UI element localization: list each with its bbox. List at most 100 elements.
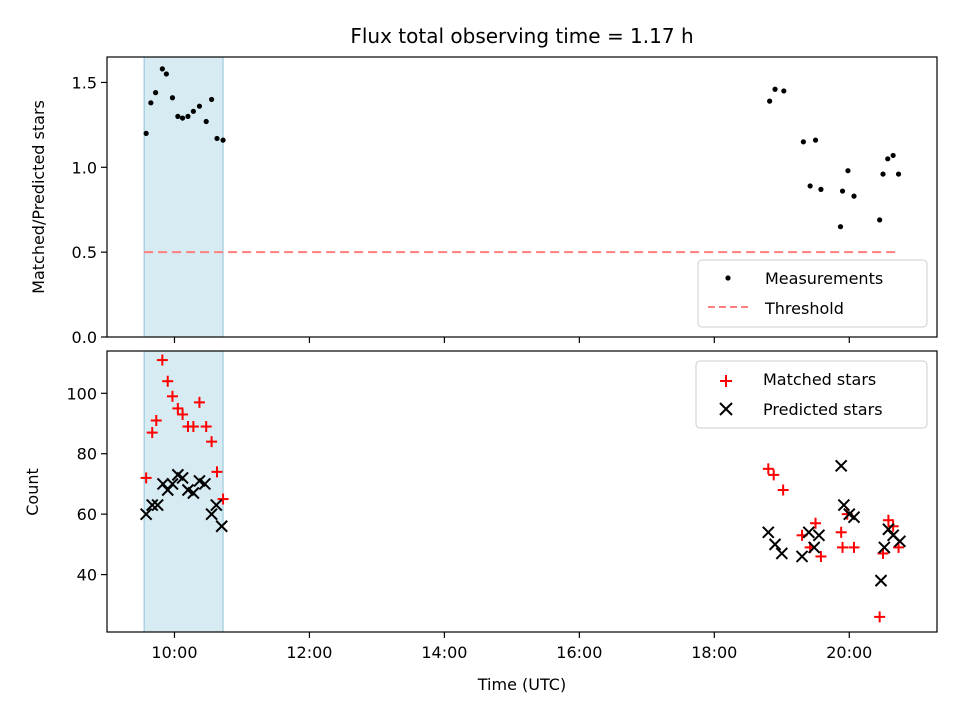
matched-star-point [211, 466, 223, 478]
x-tick-label: 20:00 [826, 643, 872, 662]
bottom-plot-marks [139, 354, 907, 623]
measurement-point [163, 71, 169, 77]
bottom-legend: Matched stars Predicted stars [695, 360, 928, 429]
legend-predicted-label: Predicted stars [763, 400, 883, 419]
top-panel-ratio: 0.0 0.5 1.0 1.5 Matched/Predicted stars Mea… [29, 56, 938, 347]
predicted-star-point [775, 547, 789, 560]
measurement-point [818, 186, 824, 192]
measurement-point [159, 66, 165, 72]
measurement-point [885, 156, 891, 162]
bottom-legend-box [695, 360, 928, 429]
measurement-point [772, 86, 778, 92]
bottom-y-axis-label: Count [23, 468, 42, 516]
measurement-point [143, 130, 149, 136]
predicted-star-point [834, 459, 848, 473]
top-y-tick-label: 0.5 [72, 243, 97, 262]
predicted-star-point [187, 486, 200, 500]
matched-star-point [810, 517, 822, 529]
measurement-point [214, 135, 220, 142]
measurement-point [877, 217, 883, 223]
legend-threshold-label: Threshold [764, 299, 844, 318]
measurement-point [845, 168, 851, 174]
top-observing-window-shade [143, 56, 224, 338]
measurement-point [179, 115, 186, 121]
top-plot-marks [143, 66, 902, 254]
bottom-observing-window-shade [143, 350, 224, 633]
predicted-star-point [795, 550, 809, 563]
matched-star-point [777, 484, 789, 496]
predicted-star-point [837, 498, 851, 512]
bottom-y-axis: 40 60 80 100 [66, 384, 107, 585]
matched-star-point [887, 520, 899, 532]
predicted-star-point [166, 477, 179, 491]
predicted-star-point [139, 507, 153, 521]
matched-star-point [768, 469, 780, 481]
matched-star-point [762, 463, 774, 475]
legend-matched-marker [720, 375, 732, 387]
predicted-star-point [874, 574, 888, 587]
measurement-point [839, 188, 846, 194]
measurement-point [812, 137, 819, 143]
predicted-star-point [807, 541, 821, 554]
bottom-axes-frame [106, 350, 938, 633]
top-y-tick-label: 1.0 [72, 158, 97, 177]
matched-star-point [166, 390, 178, 402]
predicted-star-point [146, 498, 159, 512]
predicted-star-point [210, 498, 223, 512]
bottom-panel-counts: 40 60 80 100 10:00 12:00 14:00 16:00 18:00 20:00… [23, 350, 938, 694]
measurement-point [781, 88, 787, 94]
matched-star-point [837, 541, 849, 553]
matched-star-point [848, 541, 860, 553]
predicted-star-point [762, 526, 775, 539]
predicted-star-point [151, 498, 164, 512]
matched-star-point [177, 408, 189, 420]
measurement-point [767, 98, 773, 104]
matched-star-point [156, 354, 168, 366]
top-legend: Measurements Threshold [697, 259, 928, 328]
measurement-point [175, 113, 181, 119]
measurement-point [196, 103, 203, 109]
predicted-star-point [176, 471, 189, 485]
measurement-point [890, 152, 896, 159]
measurement-point [895, 171, 902, 177]
bottom-x-axis: 10:00 12:00 14:00 16:00 18:00 20:00 [151, 632, 872, 662]
top-x-ticks [173, 337, 850, 343]
top-y-tick-label: 0.0 [72, 328, 97, 347]
measurement-point [148, 100, 154, 106]
measurement-point [185, 113, 191, 119]
chart-title: Flux total observing time = 1.17 h [350, 24, 693, 48]
top-legend-box [697, 259, 928, 328]
measurement-point [203, 118, 209, 125]
x-tick-label: 12:00 [286, 643, 332, 662]
measurement-point [152, 90, 159, 96]
bottom-y-tick-label: 80 [77, 445, 97, 464]
bottom-y-tick-label: 40 [77, 566, 97, 585]
predicted-star-point [878, 541, 891, 554]
predicted-star-point [198, 477, 212, 491]
predicted-star-point [768, 538, 782, 551]
measurement-point [208, 96, 215, 103]
x-tick-label: 18:00 [691, 643, 737, 662]
measurement-point [837, 224, 844, 230]
measurement-point [800, 139, 806, 145]
matched-star-point [835, 526, 847, 538]
measurement-point [190, 108, 196, 114]
measurement-point [807, 183, 813, 189]
predicted-star-point [215, 520, 228, 533]
matched-star-point [193, 396, 205, 408]
bottom-y-tick-label: 60 [77, 505, 97, 524]
predicted-star-point [847, 510, 861, 524]
matched-star-point [187, 421, 199, 433]
legend-matched-label: Matched stars [763, 370, 876, 389]
matched-star-point [146, 427, 158, 439]
matched-star-point [882, 514, 894, 526]
predicted-star-point [205, 507, 218, 521]
matched-star-point [172, 402, 184, 414]
matched-star-point [150, 414, 162, 426]
x-tick-label: 14:00 [421, 643, 467, 662]
matched-star-point [200, 421, 212, 433]
x-tick-label: 10:00 [151, 643, 197, 662]
legend-measurements-label: Measurements [765, 269, 883, 288]
matched-star-point [206, 436, 218, 448]
